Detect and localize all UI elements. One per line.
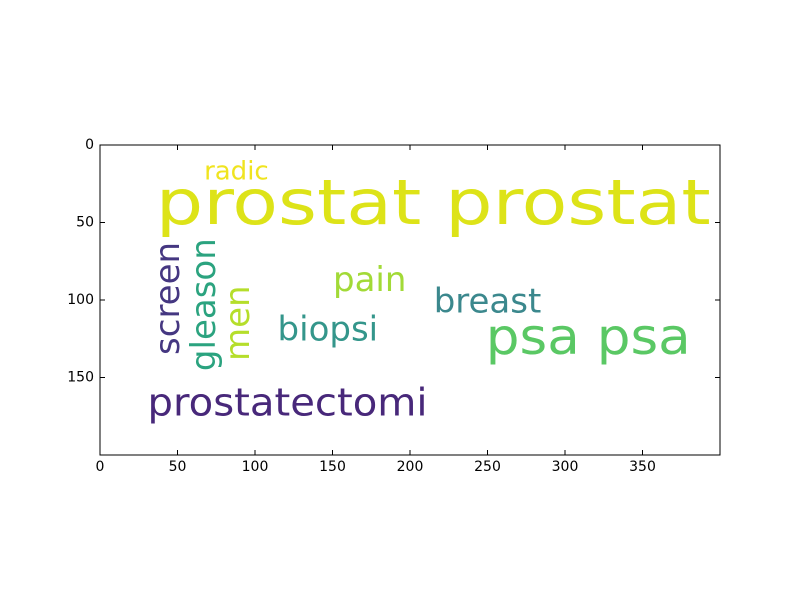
- word-psa-psa: psa psa: [486, 308, 691, 366]
- word-radic: radic: [204, 156, 269, 186]
- y-tick-label: 150: [67, 370, 94, 386]
- x-tick-label: 0: [96, 459, 105, 475]
- word-prostatectomi: prostatectomi: [148, 380, 428, 424]
- y-tick-label: 100: [67, 292, 94, 308]
- word-biopsi: biopsi: [278, 309, 379, 349]
- x-tick-label: 300: [552, 459, 579, 475]
- word-prostat-prostat: prostat prostat: [156, 166, 711, 239]
- word-pain: pain: [333, 260, 406, 300]
- word-screen: screen: [148, 242, 188, 355]
- x-tick-label: 250: [474, 459, 501, 475]
- word-breast: breast: [434, 282, 542, 322]
- word-gleason: gleason: [184, 238, 224, 371]
- x-tick-label: 100: [242, 459, 269, 475]
- x-tick-label: 200: [397, 459, 424, 475]
- axes: 0 50 100 150 200 250 300 350 0 50 100 150: [67, 137, 720, 475]
- y-tick-label: 0: [85, 137, 94, 153]
- x-tick-label: 50: [169, 459, 187, 475]
- x-tick-label: 350: [629, 459, 656, 475]
- x-tick-label: 150: [319, 459, 346, 475]
- y-tick-label: 50: [76, 215, 94, 231]
- word-men: men: [218, 285, 258, 361]
